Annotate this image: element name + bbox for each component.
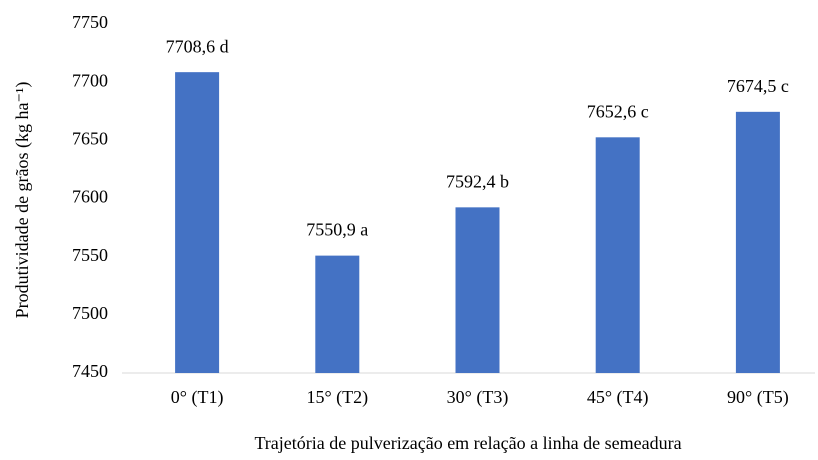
data-label: 7674,5 c — [727, 76, 789, 96]
bar — [175, 72, 220, 374]
x-tick-label: 90° (T5) — [727, 387, 789, 408]
x-tick-label: 45° (T4) — [587, 387, 649, 408]
y-tick-label: 7500 — [72, 303, 108, 323]
bar — [735, 111, 780, 373]
bar — [315, 255, 360, 373]
y-tick-label: 7550 — [72, 245, 108, 265]
data-label: 7592,4 b — [446, 171, 509, 191]
x-tick-label: 30° (T3) — [447, 387, 509, 408]
x-tick-label: 15° (T2) — [306, 387, 368, 408]
x-axis-title: Trajetória de pulverização em relação a … — [254, 433, 681, 453]
data-label: 7550,9 a — [306, 220, 368, 240]
bar — [455, 207, 500, 373]
y-tick-label: 7600 — [72, 187, 108, 207]
y-axis-title: Produtividade de grãos (kg ha⁻¹) — [12, 82, 33, 319]
y-tick-label: 7650 — [72, 128, 108, 148]
x-tick-label: 0° (T1) — [171, 387, 224, 408]
data-label: 7652,6 c — [587, 101, 649, 121]
y-tick-label: 7750 — [72, 12, 108, 32]
y-tick-label: 7700 — [72, 70, 108, 90]
bar — [595, 137, 640, 373]
data-label: 7708,6 d — [166, 36, 229, 56]
y-tick-label: 7450 — [72, 361, 108, 381]
